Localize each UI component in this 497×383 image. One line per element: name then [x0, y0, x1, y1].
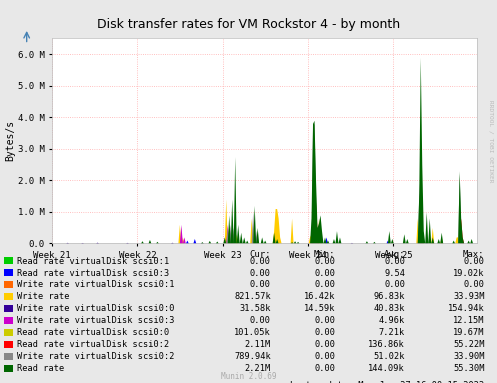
- Text: 0.00: 0.00: [315, 257, 335, 265]
- Text: 154.94k: 154.94k: [448, 304, 485, 313]
- Text: 0.00: 0.00: [250, 316, 271, 326]
- Text: 16.42k: 16.42k: [304, 293, 335, 301]
- Text: Read rate virtualDisk scsi0:1: Read rate virtualDisk scsi0:1: [17, 257, 169, 265]
- Text: Write rate: Write rate: [17, 293, 70, 301]
- FancyBboxPatch shape: [4, 269, 13, 276]
- Text: 0.00: 0.00: [315, 280, 335, 290]
- Text: Read rate virtualDisk scsi0:0: Read rate virtualDisk scsi0:0: [17, 328, 169, 337]
- Text: 51.02k: 51.02k: [374, 352, 405, 361]
- Text: 9.54: 9.54: [384, 268, 405, 278]
- Text: Munin 2.0.69: Munin 2.0.69: [221, 373, 276, 381]
- Text: 12.15M: 12.15M: [453, 316, 485, 326]
- Text: 0.00: 0.00: [464, 280, 485, 290]
- FancyBboxPatch shape: [4, 257, 13, 264]
- FancyBboxPatch shape: [4, 365, 13, 372]
- Text: 0.00: 0.00: [250, 280, 271, 290]
- Text: 0.00: 0.00: [384, 257, 405, 265]
- FancyBboxPatch shape: [4, 329, 13, 336]
- Text: Disk transfer rates for VM Rockstor 4 - by month: Disk transfer rates for VM Rockstor 4 - …: [97, 18, 400, 31]
- Text: RRDTOOL / TOBI OETIKER: RRDTOOL / TOBI OETIKER: [488, 100, 493, 183]
- Text: Last update: Mon Jun 27 16:00:15 2022: Last update: Mon Jun 27 16:00:15 2022: [290, 381, 485, 383]
- Text: 0.00: 0.00: [384, 280, 405, 290]
- Text: Min:: Min:: [314, 250, 335, 259]
- FancyBboxPatch shape: [4, 317, 13, 324]
- Text: 0.00: 0.00: [315, 328, 335, 337]
- Text: 7.21k: 7.21k: [379, 328, 405, 337]
- Text: 0.00: 0.00: [250, 268, 271, 278]
- Text: 144.09k: 144.09k: [368, 364, 405, 373]
- FancyBboxPatch shape: [4, 293, 13, 300]
- FancyBboxPatch shape: [4, 305, 13, 312]
- Text: 14.59k: 14.59k: [304, 304, 335, 313]
- Text: Read rate virtualDisk scsi0:2: Read rate virtualDisk scsi0:2: [17, 340, 169, 349]
- Text: 789.94k: 789.94k: [234, 352, 271, 361]
- Text: 136.86k: 136.86k: [368, 340, 405, 349]
- Text: Avg:: Avg:: [384, 250, 405, 259]
- Text: 19.02k: 19.02k: [453, 268, 485, 278]
- Text: 0.00: 0.00: [315, 352, 335, 361]
- Text: 0.00: 0.00: [315, 340, 335, 349]
- Text: 821.57k: 821.57k: [234, 293, 271, 301]
- Text: 55.22M: 55.22M: [453, 340, 485, 349]
- Text: 0.00: 0.00: [315, 268, 335, 278]
- Text: 33.90M: 33.90M: [453, 352, 485, 361]
- Text: Max:: Max:: [463, 250, 485, 259]
- Text: 101.05k: 101.05k: [234, 328, 271, 337]
- Text: 2.21M: 2.21M: [245, 364, 271, 373]
- Text: 19.67M: 19.67M: [453, 328, 485, 337]
- Text: Write rate virtualDisk scsi0:1: Write rate virtualDisk scsi0:1: [17, 280, 175, 290]
- FancyBboxPatch shape: [4, 281, 13, 288]
- Text: Cur:: Cur:: [249, 250, 271, 259]
- Text: 0.00: 0.00: [464, 257, 485, 265]
- Text: Write rate virtualDisk scsi0:2: Write rate virtualDisk scsi0:2: [17, 352, 175, 361]
- Text: 0.00: 0.00: [315, 316, 335, 326]
- Text: 4.96k: 4.96k: [379, 316, 405, 326]
- Text: 31.58k: 31.58k: [240, 304, 271, 313]
- Text: 33.93M: 33.93M: [453, 293, 485, 301]
- Text: Read rate: Read rate: [17, 364, 65, 373]
- Text: 40.83k: 40.83k: [374, 304, 405, 313]
- Text: 2.11M: 2.11M: [245, 340, 271, 349]
- Text: 0.00: 0.00: [250, 257, 271, 265]
- Text: Write rate virtualDisk scsi0:3: Write rate virtualDisk scsi0:3: [17, 316, 175, 326]
- Text: 0.00: 0.00: [315, 364, 335, 373]
- Text: 96.83k: 96.83k: [374, 293, 405, 301]
- Text: Write rate virtualDisk scsi0:0: Write rate virtualDisk scsi0:0: [17, 304, 175, 313]
- Text: Read rate virtualDisk scsi0:3: Read rate virtualDisk scsi0:3: [17, 268, 169, 278]
- Y-axis label: Bytes/s: Bytes/s: [5, 120, 15, 161]
- Text: 55.30M: 55.30M: [453, 364, 485, 373]
- FancyBboxPatch shape: [4, 341, 13, 348]
- FancyBboxPatch shape: [4, 353, 13, 360]
